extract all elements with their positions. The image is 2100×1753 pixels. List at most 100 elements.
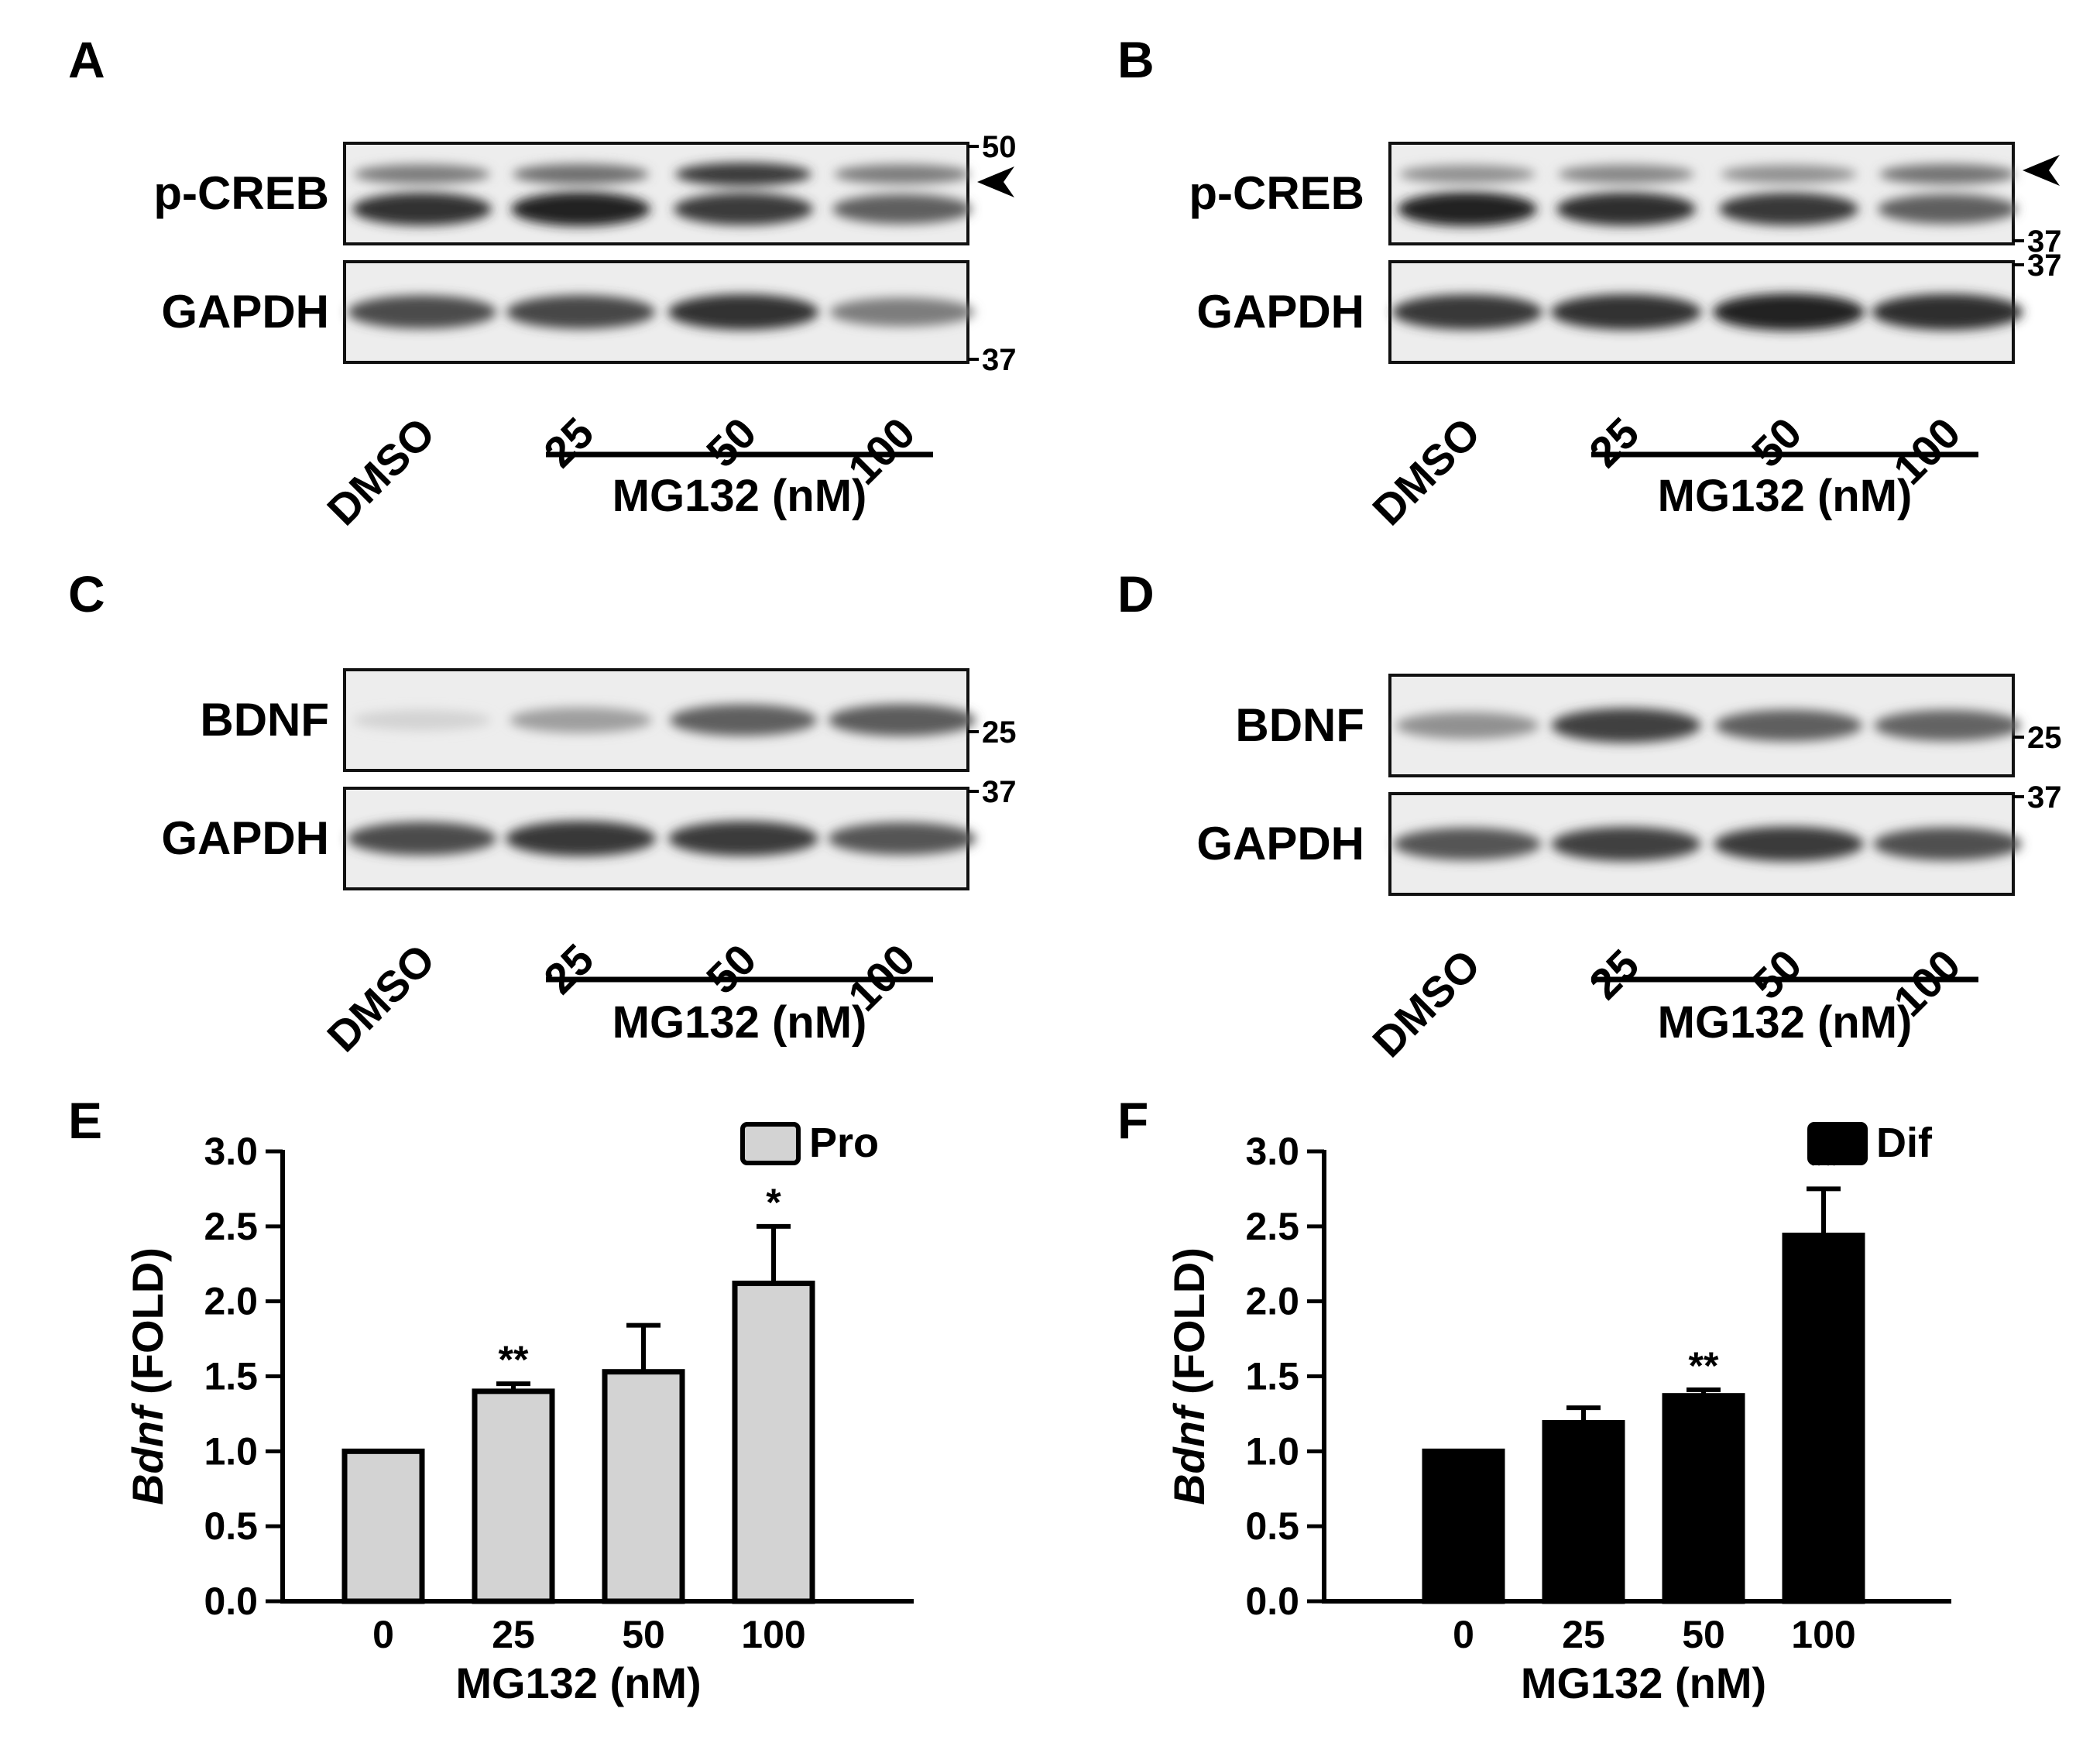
y-axis-label-unit: (FOLD) — [123, 1247, 172, 1406]
y-axis-label-unit: (FOLD) — [1165, 1247, 1213, 1406]
protein-label: GAPDH — [1196, 818, 1364, 870]
lane-label: 50 — [1742, 408, 1811, 477]
y-tick-label: 2.0 — [1245, 1280, 1299, 1323]
arrowhead-icon — [2023, 155, 2060, 186]
protein-label: BDNF — [1235, 699, 1364, 751]
band — [1393, 828, 1542, 860]
blot-row-gapdh: GAPDH — [161, 787, 976, 890]
protein-label: p-CREB — [1189, 167, 1364, 219]
panel-letter: A — [68, 31, 105, 88]
x-tick-label: 50 — [622, 1613, 665, 1656]
x-axis-label: MG132 (nM) — [455, 1659, 701, 1707]
protein-label: GAPDH — [161, 286, 329, 338]
x-tick-label: 50 — [1682, 1613, 1725, 1656]
band — [1715, 709, 1862, 742]
band — [828, 704, 976, 736]
mw-marker-label: 37 — [2027, 225, 2062, 259]
treatment-label: MG132 (nM) — [612, 471, 867, 521]
bar — [602, 1369, 685, 1604]
band — [1714, 826, 1864, 862]
mw-marker-label: 25 — [2027, 721, 2062, 755]
band-lower — [1556, 192, 1696, 226]
y-axis-label-gene: Bdnf — [1165, 1402, 1213, 1505]
y-tick-label: 0.5 — [1245, 1504, 1299, 1548]
band — [510, 707, 652, 733]
lane-label: 25 — [534, 408, 603, 477]
band-lower — [1719, 192, 1858, 226]
y-tick-label: 2.5 — [204, 1205, 258, 1248]
blot-row-bdnf: BDNF — [200, 668, 976, 772]
band — [506, 821, 656, 856]
band — [1873, 827, 2022, 861]
mw-marker-label: 50 — [982, 130, 1017, 164]
blot-row-gapdh: GAPDH — [1196, 792, 2022, 896]
significance-marker: ** — [1689, 1344, 1719, 1388]
band — [1392, 294, 1542, 330]
blot-row-gapdh: GAPDH — [1196, 260, 2023, 364]
y-tick-label: 2.0 — [204, 1280, 258, 1323]
band-upper — [1399, 164, 1536, 184]
y-axis-label: Bdnf (FOLD) — [1165, 1247, 1213, 1505]
bar — [472, 1388, 555, 1604]
band — [348, 822, 496, 856]
x-tick-label: 0 — [1453, 1613, 1474, 1656]
mw-marker-label: 25 — [982, 715, 1017, 750]
lane-label: DMSO — [1363, 408, 1489, 534]
x-tick-label: 25 — [1562, 1613, 1605, 1656]
bar — [1782, 1232, 1865, 1604]
band-lower — [511, 192, 650, 226]
band-group — [348, 293, 975, 331]
treatment-label: MG132 (nM) — [1658, 997, 1913, 1048]
y-tick-label: 0.0 — [1245, 1580, 1299, 1623]
band-upper — [834, 164, 970, 184]
legend: Pro — [739, 1120, 879, 1166]
blot-row-p-creb: p-CREB — [1189, 142, 2017, 245]
blot-row-p-creb: p-CREB — [153, 142, 972, 245]
blot-row-gapdh: GAPDH — [161, 260, 975, 364]
band-group — [348, 821, 976, 856]
band — [1874, 709, 2021, 742]
y-tick-label: 1.0 — [1245, 1429, 1299, 1473]
panel-letter: F — [1117, 1092, 1148, 1149]
mw-marker-label: 37 — [2027, 780, 2062, 815]
x-tick-label: 100 — [1791, 1613, 1855, 1656]
chart-panel-e: E 0.0 0.5 1.0 1.5 2.0 2.5 3.0 Bdnf (FOLD) 0 25 ** 50… — [68, 1092, 914, 1707]
y-tick-label: 1.0 — [204, 1429, 258, 1473]
bar — [341, 1448, 425, 1604]
panel-letter: D — [1117, 565, 1155, 623]
band — [828, 822, 976, 855]
lane-label: 25 — [1580, 940, 1649, 1009]
band-upper — [513, 163, 649, 185]
x-tick-label: 0 — [372, 1613, 394, 1656]
panel-letter: B — [1117, 31, 1155, 88]
bar — [732, 1280, 815, 1604]
y-tick-label: 1.5 — [1245, 1355, 1299, 1398]
bar — [1542, 1420, 1625, 1604]
blot-membrane — [343, 142, 969, 245]
band — [829, 297, 975, 327]
mw-marker-label: 37 — [2027, 249, 2062, 283]
band-lower — [1878, 194, 2017, 225]
legend-label: Dif — [1876, 1120, 1933, 1166]
arrowhead-icon — [977, 166, 1014, 197]
band — [506, 295, 656, 329]
treatment-label: MG132 (nM) — [1658, 471, 1913, 521]
band — [348, 295, 496, 329]
y-tick-label: 0.0 — [204, 1580, 258, 1623]
bar — [1422, 1448, 1505, 1604]
protein-label: BDNF — [200, 694, 329, 746]
bar — [1662, 1393, 1745, 1604]
band — [1395, 712, 1539, 739]
lane-label: DMSO — [317, 408, 444, 534]
blot-row-bdnf: BDNF — [1235, 674, 2021, 777]
y-axis-label-gene: Bdnf — [123, 1402, 172, 1505]
band-upper — [1558, 164, 1694, 184]
band-lower — [674, 193, 813, 225]
panel-letter: C — [68, 565, 105, 623]
chart-panel-f: F 0.0 0.5 1.0 1.5 2.0 2.5 3.0 Bdnf (FOLD) 0 25 50 **… — [1117, 1092, 1951, 1707]
